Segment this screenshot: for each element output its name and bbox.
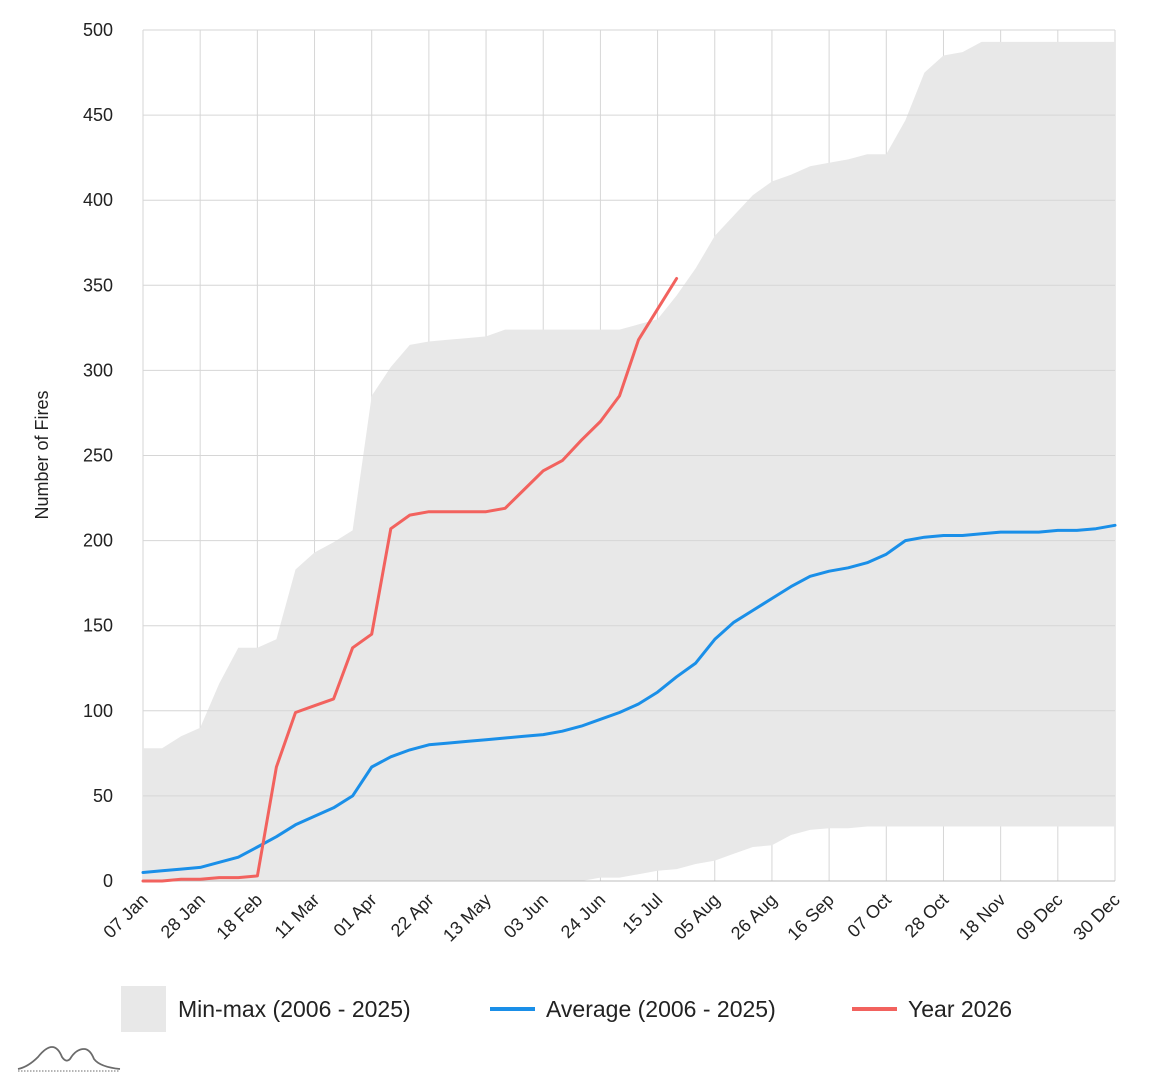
year-series-line	[141, 277, 679, 883]
horizontal-gridlines	[143, 29, 1115, 882]
x-tick-label: 24 Jun	[557, 890, 609, 942]
y-tick-label: 150	[83, 616, 113, 636]
x-tick-label: 13 May	[439, 890, 495, 946]
x-tick-label: 28 Oct	[901, 890, 953, 942]
y-tick-label: 200	[83, 531, 113, 551]
y-tick-label: 250	[83, 446, 113, 466]
y-tick-label: 50	[93, 786, 113, 806]
x-axis-ticks: 07 Jan 28 Jan 18 Feb 11 Mar 01 Apr 22 Apr 13 M…	[99, 890, 1123, 946]
y-tick-label: 300	[83, 360, 113, 380]
average-series-line	[141, 523, 1117, 874]
y-axis-ticks: 0 50 100 150 200 250 300 350 400 450 500	[83, 20, 113, 891]
legend-label-min-max: Min-max (2006 - 2025)	[178, 996, 411, 1022]
x-tick-label: 26 Aug	[727, 890, 781, 944]
min-max-area	[143, 41, 1115, 881]
legend-swatch-min-max	[121, 986, 166, 1032]
x-tick-label: 18 Nov	[955, 890, 1009, 944]
x-tick-label: 07 Oct	[843, 890, 895, 942]
x-tick-label: 16 Sep	[783, 890, 837, 944]
legend: Min-max (2006 - 2025) Average (2006 - 202…	[121, 986, 1012, 1032]
x-tick-label: 07 Jan	[99, 890, 151, 942]
y-tick-label: 350	[83, 275, 113, 295]
x-tick-label: 09 Dec	[1012, 890, 1066, 944]
x-tick-label: 30 Dec	[1069, 890, 1123, 944]
y-tick-label: 500	[83, 20, 113, 40]
series-lines	[141, 277, 1117, 883]
x-tick-label: 15 Jul	[618, 890, 666, 938]
x-tick-label: 01 Apr	[330, 890, 381, 941]
y-axis-title: Number of Fires	[32, 390, 52, 519]
y-tick-label: 400	[83, 190, 113, 210]
x-tick-label: 22 Apr	[387, 890, 438, 941]
min-max-band	[143, 41, 1115, 881]
x-tick-label: 28 Jan	[157, 890, 209, 942]
y-tick-label: 0	[103, 871, 113, 891]
logo-mountains-icon	[17, 1046, 121, 1072]
y-tick-label: 450	[83, 105, 113, 125]
x-tick-label: 18 Feb	[212, 890, 266, 944]
y-tick-label: 100	[83, 701, 113, 721]
legend-label-year: Year 2026	[908, 996, 1012, 1022]
x-tick-label: 03 Jun	[500, 890, 552, 942]
x-tick-label: 11 Mar	[271, 890, 324, 943]
x-tick-label: 05 Aug	[670, 890, 724, 944]
legend-label-average: Average (2006 - 2025)	[546, 996, 776, 1022]
